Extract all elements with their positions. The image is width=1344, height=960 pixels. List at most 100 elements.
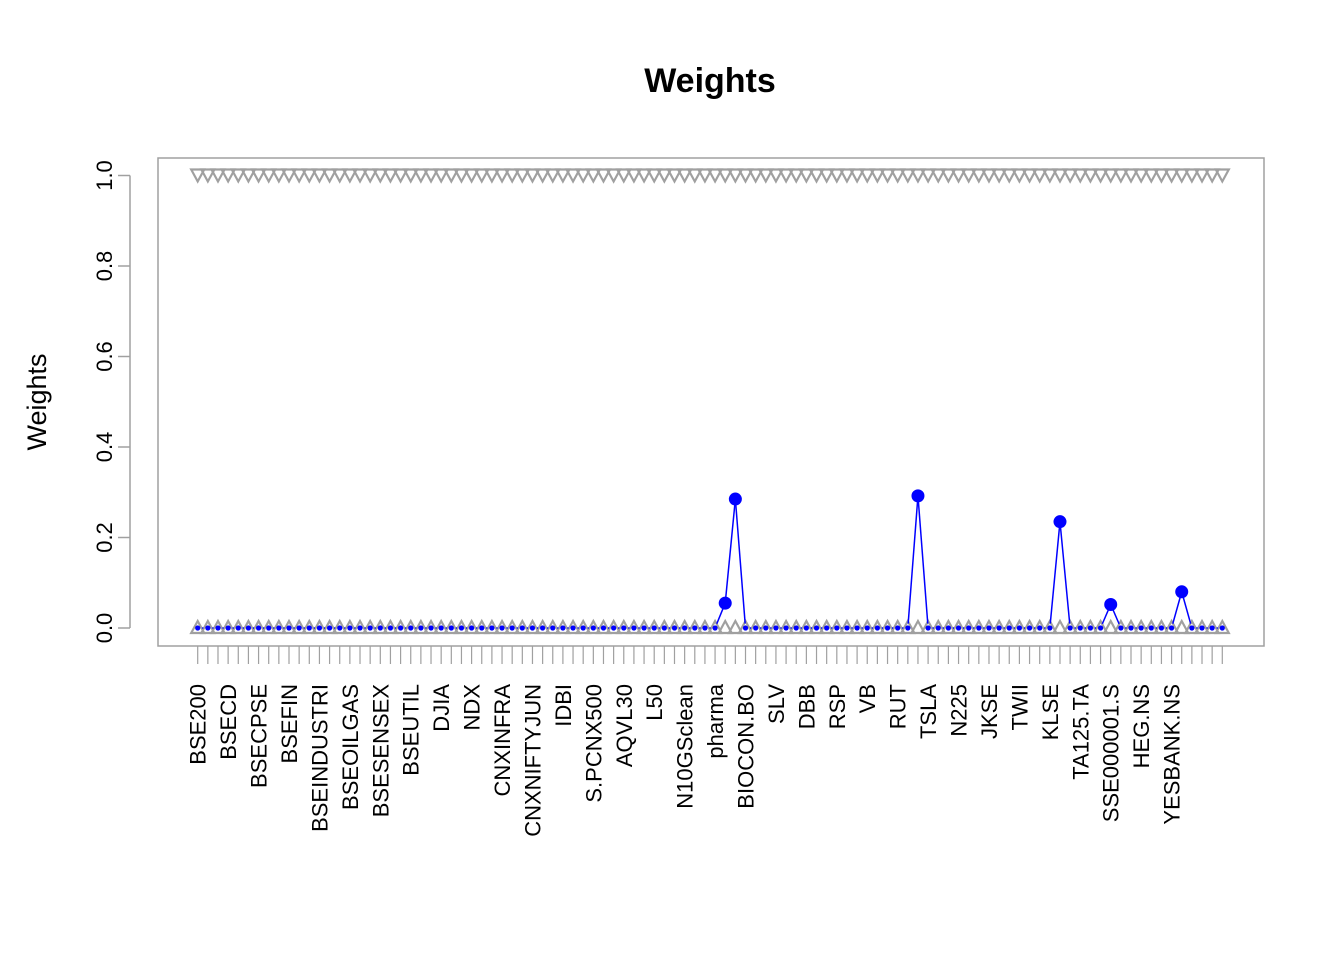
- weights-line-segment: [1101, 608, 1110, 625]
- lower-bound-marker: [777, 618, 795, 635]
- upper-bound-marker: [838, 168, 856, 184]
- weight-point: [911, 489, 925, 503]
- weight-point: [996, 625, 1002, 631]
- upper-bound-marker: [280, 168, 298, 184]
- lower-bound-marker: [402, 618, 420, 635]
- lower-bound-marker: [554, 618, 572, 635]
- lower-bound-marker: [1193, 618, 1211, 635]
- lower-bound-marker: [311, 618, 328, 635]
- weight-point: [266, 625, 272, 631]
- lower-bound-marker: [1153, 618, 1170, 635]
- chart-title: Weights: [644, 62, 776, 100]
- lower-bound-marker: [706, 618, 724, 635]
- x-tick-label: DBB: [794, 684, 819, 729]
- x-tick-label: CNXINFRA: [490, 684, 515, 797]
- lower-bound-marker: [747, 618, 764, 635]
- weight-point: [1037, 625, 1043, 631]
- lower-bound-marker: [909, 618, 927, 635]
- lower-bound-marker: [635, 618, 653, 635]
- y-tick-label: 0.6: [92, 341, 117, 372]
- upper-bound-marker: [412, 168, 430, 184]
- upper-bound-marker: [1092, 168, 1109, 184]
- upper-bound-marker: [919, 168, 937, 184]
- lower-bound-marker: [686, 618, 704, 635]
- upper-bound-marker: [858, 168, 876, 184]
- weight-point: [337, 625, 343, 631]
- weights-line-segment: [917, 500, 929, 624]
- upper-bound-marker: [757, 168, 775, 184]
- weight-point: [854, 625, 860, 631]
- weight-point: [813, 625, 820, 631]
- x-tick-label: TA125.TA: [1068, 684, 1093, 780]
- weight-point: [702, 625, 708, 631]
- lower-bound-marker: [229, 618, 247, 635]
- y-tick-label: 0.8: [92, 251, 117, 282]
- upper-bound-marker: [767, 168, 785, 184]
- weight-point: [479, 625, 485, 631]
- weight-point: [1175, 585, 1189, 599]
- weights-line-segment: [1111, 608, 1120, 625]
- upper-bound-marker: [442, 168, 460, 184]
- lower-bound-marker: [412, 618, 430, 635]
- weight-point: [1209, 625, 1215, 631]
- upper-bound-marker: [544, 168, 562, 184]
- lower-bound-marker: [848, 618, 866, 635]
- weight-point: [1067, 625, 1073, 631]
- weight-point: [326, 625, 333, 631]
- upper-bound-marker: [686, 168, 704, 184]
- x-tick-label: SSE000001.S: [1099, 684, 1124, 822]
- weight-point: [570, 625, 576, 631]
- upper-bound-marker: [970, 168, 988, 184]
- lower-bound-marker: [1000, 618, 1018, 635]
- upper-bound-marker: [534, 168, 551, 184]
- upper-bound-marker: [209, 168, 227, 184]
- lower-bound-marker: [331, 618, 349, 635]
- weight-point: [357, 625, 363, 631]
- weight-point: [728, 492, 742, 506]
- x-tick-label: BIOCON.BO: [734, 684, 759, 809]
- weight-point: [793, 625, 799, 631]
- x-tick-label: BSEUTIL: [399, 684, 424, 776]
- x-tick-label: IDBI: [551, 684, 576, 727]
- upper-bound-marker: [889, 168, 907, 184]
- x-axis-ticks: [197, 646, 1223, 664]
- weight-point: [641, 625, 647, 631]
- lower-bound-marker: [321, 618, 338, 635]
- weight-point: [560, 625, 566, 631]
- lower-bound-marker: [1011, 618, 1028, 635]
- upper-bound-marker: [300, 168, 318, 184]
- weights-line-segment: [716, 606, 725, 625]
- weight-point: [418, 625, 424, 631]
- x-tick-label: HEG.NS: [1129, 684, 1154, 768]
- upper-bound-marker: [696, 168, 714, 184]
- upper-bound-marker: [940, 168, 957, 184]
- y-axis-label: Weights: [22, 353, 52, 450]
- x-tick-label: BSEFIN: [277, 684, 302, 763]
- weight-point: [753, 625, 759, 631]
- upper-bound-marker: [199, 168, 217, 184]
- weight-point: [580, 625, 586, 631]
- weight-point: [742, 625, 749, 631]
- lower-bound-marker: [615, 618, 633, 635]
- plot-frame: [157, 157, 1265, 647]
- x-tick-label: TSLA: [916, 684, 941, 739]
- weight-point: [884, 625, 891, 631]
- lower-bound-marker: [727, 618, 744, 635]
- upper-bound-marker: [493, 168, 511, 184]
- weight-point: [529, 625, 536, 631]
- upper-bound-marker: [625, 168, 643, 184]
- weight-point: [1053, 515, 1067, 529]
- upper-bound-marker: [473, 168, 491, 184]
- lower-bound-marker: [270, 618, 288, 635]
- weight-point: [1148, 625, 1154, 631]
- lower-bound-marker: [889, 618, 907, 635]
- upper-bound-marker: [250, 168, 267, 184]
- x-tick-label: TWII: [1007, 684, 1032, 730]
- lower-bound-marker: [666, 618, 683, 635]
- upper-bound-marker: [798, 168, 815, 184]
- upper-bound-marker: [656, 168, 673, 184]
- lower-bound-marker: [899, 618, 917, 635]
- upper-bound-marker: [219, 168, 237, 184]
- upper-bound-marker: [564, 168, 582, 184]
- weight-point: [955, 625, 962, 631]
